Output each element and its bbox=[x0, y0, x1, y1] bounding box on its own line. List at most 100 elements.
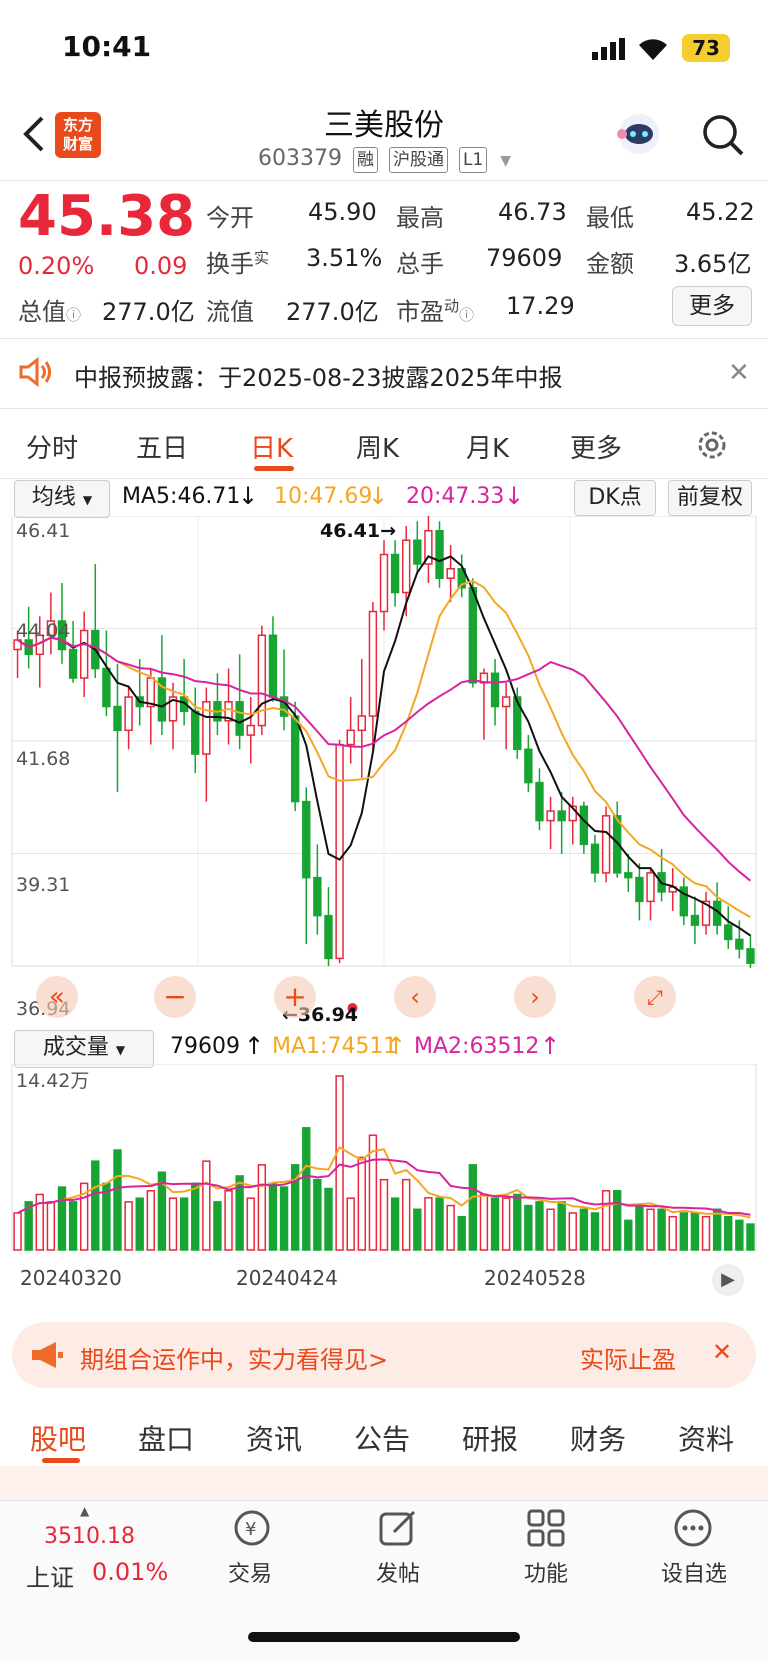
volume-bar bbox=[346, 1197, 355, 1251]
vol-ma2-readout: MA2:63512 bbox=[414, 1034, 540, 1059]
tab-guba[interactable]: 股吧 bbox=[30, 1423, 87, 1456]
volume-bar bbox=[113, 1149, 122, 1251]
scroll-left-icon[interactable]: ‹ bbox=[394, 976, 436, 1018]
search-icon[interactable] bbox=[700, 112, 746, 158]
watchlist-icon[interactable] bbox=[672, 1508, 714, 1548]
mktcap-label-text: 总值 bbox=[18, 298, 66, 326]
volume-bar bbox=[379, 1178, 389, 1251]
tab-daily-k[interactable]: 日K bbox=[250, 434, 294, 464]
banner-text[interactable]: 期组合运作中，实力看得见> bbox=[80, 1346, 389, 1374]
volume-select-label: 成交量 bbox=[42, 1035, 109, 1060]
indicator-select[interactable]: 均线 ▼ bbox=[14, 480, 110, 518]
index-name: 上证 bbox=[26, 1564, 74, 1592]
tag-level: L1 bbox=[458, 147, 488, 173]
low-point-dot bbox=[347, 1003, 358, 1013]
candle-body bbox=[590, 843, 600, 874]
speaker-icon bbox=[18, 356, 54, 388]
functions-icon[interactable] bbox=[526, 1508, 566, 1548]
notice-text[interactable]: 中报预披露：于2025-08-23披露2025年中报 bbox=[74, 364, 563, 392]
tab-more[interactable]: 更多 bbox=[570, 434, 623, 464]
scroll-right-icon[interactable]: › bbox=[514, 976, 556, 1018]
close-icon[interactable]: ✕ bbox=[728, 358, 750, 388]
info-icon[interactable]: ⓘ bbox=[459, 306, 475, 324]
volume-bar bbox=[724, 1215, 733, 1251]
candle-body bbox=[601, 815, 611, 874]
volume-bar bbox=[335, 1075, 344, 1251]
svg-text:¥: ¥ bbox=[245, 1519, 256, 1540]
banner-right-text[interactable]: 实际止盈 bbox=[580, 1346, 676, 1374]
back-icon[interactable] bbox=[18, 112, 48, 156]
chevron-down-icon: ▼ bbox=[500, 153, 512, 169]
home-indicator bbox=[248, 1632, 520, 1642]
volume-bar bbox=[568, 1212, 577, 1251]
volume-bar bbox=[690, 1212, 700, 1251]
post-icon[interactable] bbox=[378, 1508, 418, 1548]
tab-research[interactable]: 研报 bbox=[462, 1423, 519, 1456]
tab-order-book[interactable]: 盘口 bbox=[138, 1423, 195, 1456]
tab-profile[interactable]: 资料 bbox=[678, 1423, 735, 1456]
nav-trade[interactable]: 交易 bbox=[227, 1562, 272, 1587]
candle-body bbox=[224, 701, 233, 722]
chart-settings-gear-icon[interactable] bbox=[695, 428, 729, 462]
trade-icon[interactable]: ¥ bbox=[230, 1508, 274, 1548]
volume-bar bbox=[202, 1160, 211, 1251]
promo-banner[interactable] bbox=[12, 1322, 756, 1388]
ma10-arrow: ↓ bbox=[368, 482, 389, 510]
candle-body bbox=[613, 815, 622, 874]
tab-intraday[interactable]: 分时 bbox=[26, 434, 79, 464]
candle-body bbox=[424, 529, 433, 565]
candle-body bbox=[457, 567, 466, 589]
high-label: 最高 bbox=[396, 204, 444, 232]
amount-label: 金额 bbox=[586, 250, 634, 278]
banner-close-icon[interactable]: ✕ bbox=[712, 1338, 733, 1366]
ma10-line bbox=[17, 580, 751, 918]
next-page-icon[interactable]: ▶ bbox=[712, 1264, 744, 1296]
tab-monthly-k[interactable]: 月K bbox=[466, 434, 510, 464]
low-value: 45.22 bbox=[686, 198, 755, 226]
volume-bar bbox=[668, 1215, 677, 1251]
tab-announcements[interactable]: 公告 bbox=[354, 1423, 411, 1456]
candle-body bbox=[157, 677, 167, 722]
fullscreen-icon[interactable]: ⤢ bbox=[634, 976, 676, 1018]
rewind-icon[interactable]: « bbox=[36, 976, 78, 1018]
more-quote-button[interactable]: 更多 bbox=[672, 286, 752, 326]
stock-code-row[interactable]: 603379 融 沪股通 L1 ▼ bbox=[258, 146, 511, 173]
volume-bar bbox=[179, 1197, 189, 1251]
change-percent: 0.20% bbox=[18, 252, 95, 280]
price-label-2: 44.04 bbox=[16, 620, 71, 642]
index-value[interactable]: 3510.18 bbox=[44, 1524, 135, 1549]
volume-bar bbox=[35, 1193, 44, 1251]
pe-sup: 动 bbox=[444, 297, 460, 315]
candle-body bbox=[179, 696, 189, 713]
volume-bar bbox=[679, 1212, 689, 1251]
volume-bar bbox=[124, 1201, 133, 1251]
volume-bar bbox=[279, 1186, 289, 1251]
zoom-out-icon[interactable]: − bbox=[154, 976, 196, 1018]
robot-assistant-icon[interactable] bbox=[614, 112, 664, 158]
indicator-select-label: 均线 bbox=[31, 485, 76, 510]
zoom-in-icon[interactable]: + bbox=[274, 976, 316, 1018]
volume-bar bbox=[546, 1208, 555, 1251]
open-value: 45.90 bbox=[308, 198, 377, 226]
volume-bar bbox=[479, 1193, 489, 1251]
nav-add-watchlist[interactable]: 设自选 bbox=[660, 1562, 727, 1587]
tab-five-day[interactable]: 五日 bbox=[136, 434, 189, 464]
wifi-icon bbox=[636, 34, 670, 62]
info-icon[interactable]: ⓘ bbox=[66, 306, 82, 324]
candle-body bbox=[379, 553, 389, 613]
volume-bar bbox=[91, 1160, 100, 1251]
dk-point-button[interactable]: DK点 bbox=[574, 480, 656, 516]
volume-bar bbox=[601, 1190, 611, 1251]
adjust-button[interactable]: 前复权 bbox=[668, 480, 752, 516]
tab-finance[interactable]: 财务 bbox=[570, 1423, 627, 1456]
volume-bar bbox=[79, 1182, 89, 1251]
candlestick-chart[interactable] bbox=[0, 516, 768, 1026]
candle-body bbox=[413, 539, 422, 565]
tab-weekly-k[interactable]: 周K bbox=[356, 434, 400, 464]
tab-news[interactable]: 资讯 bbox=[246, 1423, 303, 1456]
ma5-line bbox=[17, 555, 751, 937]
volume-chart[interactable] bbox=[0, 1064, 768, 1256]
nav-functions[interactable]: 功能 bbox=[523, 1562, 568, 1587]
volume-indicator-select[interactable]: 成交量 ▼ bbox=[14, 1030, 154, 1068]
nav-post[interactable]: 发帖 bbox=[375, 1562, 420, 1587]
